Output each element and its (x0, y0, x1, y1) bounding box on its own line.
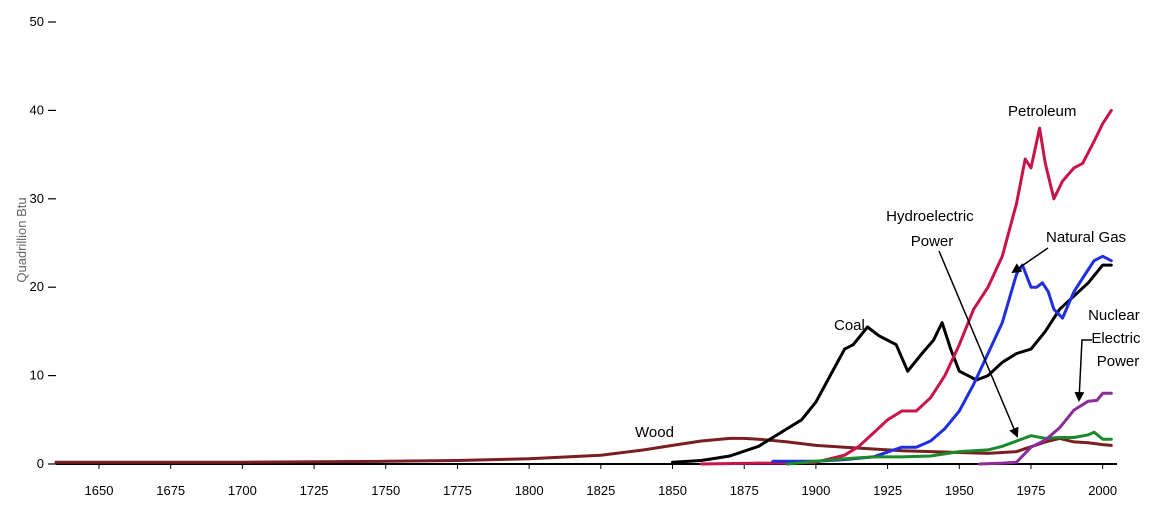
hydroelectric-line-1: Hydroelectric (886, 208, 974, 225)
y-axis: Quadrillion Btu 0 10 20 30 40 50 (14, 14, 56, 471)
x-tick-label: 1825 (586, 483, 615, 498)
x-tick-label: 1900 (801, 483, 830, 498)
nuclear-line-1: Nuclear (1088, 307, 1140, 324)
x-tick-label: 1975 (1017, 483, 1046, 498)
natural-gas-arrow (1011, 247, 1049, 274)
annotation-hydroelectric-power: Hydroelectric Power (886, 208, 978, 250)
hydroelectric-arrow (938, 250, 1019, 438)
series-line-nuclear-electric-power (977, 391, 1113, 466)
annotation-nuclear-electric-power: Nuclear Electric Power (1088, 307, 1145, 370)
y-axis-label: Quadrillion Btu (14, 197, 29, 282)
x-axis: 1650 1675 1700 1725 1750 1775 1800 1825 1850 1875… (56, 463, 1117, 498)
x-tick-label: 1775 (443, 483, 472, 498)
x-tick-label: 1700 (228, 483, 257, 498)
x-tick-label: 1800 (515, 483, 544, 498)
x-tick-label: 1650 (85, 483, 114, 498)
y-ticks: 0 10 20 30 40 50 (30, 14, 56, 471)
annotation-coal: Coal (834, 317, 865, 334)
x-tick-label: 1950 (945, 483, 974, 498)
annotation-petroleum: Petroleum (1008, 103, 1076, 120)
x-tick-label: 1750 (371, 483, 400, 498)
nuclear-arrow (1074, 339, 1092, 402)
y-tick-label: 20 (30, 279, 44, 294)
y-tick-label: 40 (30, 102, 44, 117)
series-line-natural-gas (771, 254, 1113, 463)
series-line-wood (54, 436, 1113, 464)
hydroelectric-line-2: Power (911, 233, 954, 250)
y-tick-label: 50 (30, 14, 44, 29)
annotation-wood: Wood (635, 424, 674, 441)
x-tick-label: 1725 (300, 483, 329, 498)
nuclear-line-3: Power (1097, 353, 1140, 370)
series-line-petroleum (699, 108, 1113, 466)
annotations: Petroleum Natural Gas Hydroelectric Powe… (635, 103, 1145, 441)
x-tick-label: 1925 (873, 483, 902, 498)
nuclear-line-2: Electric (1091, 330, 1141, 347)
x-tick-label: 2000 (1088, 483, 1117, 498)
annotation-natural-gas: Natural Gas (1046, 229, 1126, 246)
series-line-coal (671, 263, 1113, 464)
x-tick-label: 1675 (156, 483, 185, 498)
series-layer (54, 108, 1113, 466)
x-ticks: 1650 1675 1700 1725 1750 1775 1800 1825 1850 1875… (85, 464, 1117, 498)
y-tick-label: 10 (30, 368, 44, 383)
y-tick-label: 30 (30, 191, 44, 206)
series-line-hydroelectric-power (785, 430, 1113, 466)
x-tick-label: 1875 (730, 483, 759, 498)
y-tick-label: 0 (37, 456, 44, 471)
x-tick-label: 1850 (658, 483, 687, 498)
